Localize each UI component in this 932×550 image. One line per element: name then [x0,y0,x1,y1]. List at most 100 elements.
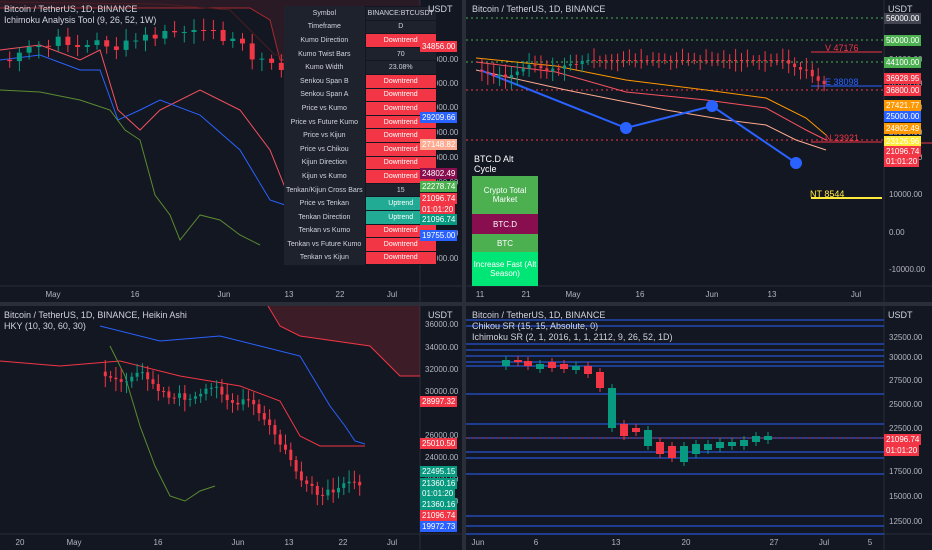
price-tag: 50000.00 [884,35,922,46]
candle-body [113,46,119,50]
hky-cloud [268,306,420,376]
price-tag: 21360.16 [420,499,458,510]
time-tick-label: Jun [232,538,245,547]
candle-body [26,47,32,53]
table-metric-label: Kijun Direction [301,159,347,167]
price-tag: 27421.77 [884,100,922,111]
time-tick-label: 16 [154,538,163,547]
candle-body [36,45,42,48]
indicator-legend[interactable]: Ichimoku SR (2, 1, 2016, 1, 1, 2112, 9, … [472,332,673,342]
table-metric-value: Downtrend [364,250,437,266]
table-row: Symbol BINANCE:BTCUSDT [284,6,437,21]
candle-body [793,63,797,68]
time-tick-label: 13 [768,290,777,299]
chart-pane-top-left[interactable]: 34000.00 32000.00 30000.00 28000.00 26000.00… [0,0,462,302]
alt-cycle-panel: BTC.D Alt Cycle Crypto Total Market BTC.D… [471,152,539,286]
candle-body [608,388,616,428]
candle-body [627,60,631,61]
table-metric-value: Downtrend [364,33,437,48]
candle-body [586,60,590,61]
time-tick-label: 27 [770,538,779,547]
time-tick-label: Jul [851,290,861,299]
chikou-line [0,89,261,246]
indicator-legend[interactable]: Chikou SR (15, 15, Absolute, 0) [472,321,599,331]
candle-body [104,40,110,47]
symbol-legend[interactable]: Bitcoin / TetherUS, 1D, BINANCE [472,310,606,320]
pane-divider-horizontal[interactable] [0,302,932,306]
price-tick-label: 30000.00 [889,353,923,362]
symbol-legend[interactable]: Bitcoin / TetherUS, 1D, BINANCE, Heikin … [4,310,187,320]
candle-body [584,366,592,374]
candle-body [769,60,773,61]
candle-body [188,398,192,400]
price-tag: 22495.15 [420,466,458,477]
table-metric-label: Price vs Kumo [301,104,347,112]
price-tag: 21360.16 [420,478,458,489]
support-resistance-chart-canvas[interactable]: 32500.00 30000.00 27500.00 25000.00 22500.00… [466,306,932,550]
chart-pane-bottom-left[interactable]: 36000.00 34000.00 32000.00 30000.00 26000.00… [0,306,462,550]
candle-body [787,60,791,64]
price-tag: 22278.74 [420,181,458,192]
symbol-legend[interactable]: Bitcoin / TetherUS, 1D, BINANCE [4,4,138,14]
price-tick-label: 32000.00 [425,79,459,88]
candle-body [123,40,129,50]
candle-body [84,44,90,47]
candle-body [347,481,351,484]
candle-body [810,69,814,77]
price-tag: 25000.00 [884,111,922,122]
candle-body [751,60,755,61]
time-tick-label: 6 [534,538,539,547]
candle-body [580,60,584,65]
time-tick-label: May [66,538,81,547]
time-tick-label: 11 [476,290,485,299]
table-metric-value: D [364,19,437,35]
candle-body [156,383,160,391]
price-tag: 19972.73 [420,521,458,532]
table-row: Kumo Width 23.08% [284,60,437,75]
candle-body [548,362,556,368]
table-metric-label: Kumo Twist Bars [298,50,351,58]
candle-body [268,419,272,426]
wave-annotation: NT 8544 [810,189,845,199]
candle-body [167,391,171,398]
time-tick-label: 13 [612,538,621,547]
table-row: Kumo Direction Downtrend [284,33,437,48]
candle-body [592,60,596,61]
wave-annotation: E 38098 [825,77,859,87]
table-metric-label: Senkou Span B [300,77,349,85]
candle-body [745,60,749,61]
candle-body [140,372,144,374]
candle-body [240,38,245,44]
candle-body [710,60,714,61]
heikin-ashi-chart-canvas[interactable]: 36000.00 34000.00 32000.00 30000.00 26000.00… [0,306,462,550]
symbol-legend[interactable]: Bitcoin / TetherUS, 1D, BINANCE [472,4,606,14]
candle-body [681,60,684,61]
indicator-legend[interactable]: HKY (10, 30, 60, 30) [4,321,86,331]
price-tag: 24802.49 [420,168,458,179]
table-metric-label: Kumo Direction [300,36,349,44]
candle-body [502,360,510,366]
time-tick-label: Jul [819,538,829,547]
table-row: Timeframe D [284,19,437,35]
table-row: Kijun Direction Downtrend [284,155,437,171]
candle-body [728,60,732,61]
table-metric-value: 23.08% [364,60,437,75]
table-metric-value: Downtrend [364,114,437,130]
chart-pane-bottom-right[interactable]: 32500.00 30000.00 27500.00 25000.00 22500.00… [466,306,932,550]
candle-body [201,30,207,31]
wave-chart-canvas[interactable]: 34000.0032000.0030000.0028000.0026000.00… [466,0,932,302]
price-tick-label: 22500.00 [889,424,923,433]
pane-divider-vertical[interactable] [462,0,466,550]
candle-body [262,413,266,420]
time-tick-label: Jul [387,290,397,299]
table-metric-value: Downtrend [364,73,437,89]
candle-body [509,74,513,78]
table-row: Kumo Twist Bars 70 [284,46,437,62]
table-metric-label: Tenkan vs Kumo [298,227,351,235]
candle-body [143,34,148,41]
indicator-legend[interactable]: Ichimoku Analysis Tool (9, 26, 52, 1W) [4,15,157,25]
price-tag: 21096.74 [420,510,458,521]
candle-body [241,399,245,405]
price-tick-label: 27500.00 [889,376,923,385]
chart-pane-top-right[interactable]: 34000.0032000.0030000.0028000.0026000.00… [466,0,932,302]
